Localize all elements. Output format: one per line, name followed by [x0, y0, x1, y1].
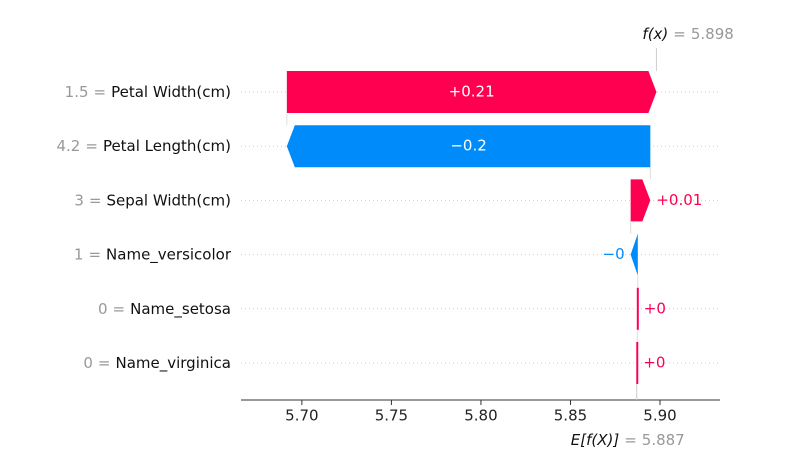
feature-value: 1 [74, 245, 84, 263]
feature-name: Name_versicolor [106, 245, 232, 264]
feature-name: Sepal Width(cm) [106, 191, 231, 209]
feature-value: 3 [74, 191, 84, 209]
feature-value: 0 [98, 299, 108, 317]
value-label: +0.21 [449, 83, 495, 101]
bar [286, 125, 651, 168]
x-tick-label: 5.70 [285, 407, 318, 425]
output-name: f(x) [642, 25, 668, 43]
separator: = [94, 83, 107, 101]
value-label: +0 [643, 354, 665, 372]
separator: = [673, 25, 686, 43]
value-label: +0.01 [656, 191, 702, 209]
x-tick-label: 5.75 [375, 407, 408, 425]
output-label: f(x) = 5.898 [642, 25, 733, 43]
feature-name: Petal Length(cm) [103, 137, 231, 155]
feature-label: 0 = Name_virginica [83, 354, 231, 373]
x-tick-label: 5.85 [554, 407, 587, 425]
x-tick-label: 5.80 [464, 407, 497, 425]
feature-label: 1.5 = Petal Width(cm) [65, 83, 231, 101]
separator: = [624, 431, 637, 449]
feature-label: 1 = Name_versicolor [74, 245, 232, 264]
base-label: E[f(X)] = 5.887 [571, 431, 685, 449]
feature-value: 4.2 [57, 137, 81, 155]
separator: = [85, 137, 98, 155]
value-label: −0.2 [450, 137, 486, 155]
separator: = [89, 191, 102, 209]
base-value: 5.887 [642, 431, 685, 449]
feature-name: Petal Width(cm) [111, 83, 231, 101]
feature-label: 4.2 = Petal Length(cm) [57, 137, 232, 155]
value-label: −0 [603, 245, 625, 263]
value-label: +0 [644, 299, 666, 317]
output-value: 5.898 [691, 25, 734, 43]
base-name: E[f(X)] [571, 431, 620, 449]
separator: = [98, 354, 111, 372]
feature-label: 0 = Name_setosa [98, 299, 231, 318]
bar [286, 71, 657, 113]
separator: = [88, 245, 101, 263]
feature-name: Name_setosa [130, 299, 231, 318]
bar [630, 179, 651, 222]
separator: = [113, 299, 126, 317]
feature-label: 3 = Sepal Width(cm) [74, 191, 231, 209]
feature-value: 1.5 [65, 83, 89, 101]
feature-name: Name_virginica [115, 354, 231, 373]
feature-value: 0 [83, 354, 93, 372]
bar [630, 233, 638, 276]
x-tick-label: 5.90 [643, 407, 676, 425]
